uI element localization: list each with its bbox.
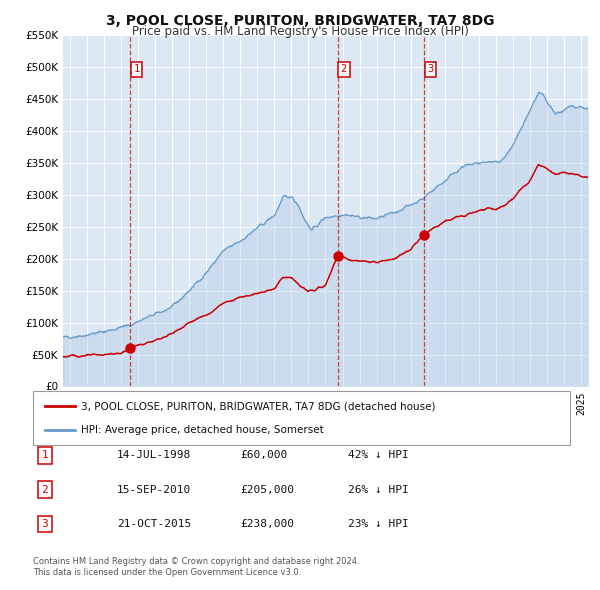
Text: 3: 3 [41,519,49,529]
Text: 1: 1 [133,64,139,74]
Text: 2: 2 [41,485,49,494]
Text: This data is licensed under the Open Government Licence v3.0.: This data is licensed under the Open Gov… [33,568,301,577]
Text: £60,000: £60,000 [240,451,287,460]
Text: 42% ↓ HPI: 42% ↓ HPI [348,451,409,460]
Text: 3, POOL CLOSE, PURITON, BRIDGWATER, TA7 8DG (detached house): 3, POOL CLOSE, PURITON, BRIDGWATER, TA7 … [81,401,436,411]
Text: 3, POOL CLOSE, PURITON, BRIDGWATER, TA7 8DG: 3, POOL CLOSE, PURITON, BRIDGWATER, TA7 … [106,14,494,28]
Text: 23% ↓ HPI: 23% ↓ HPI [348,519,409,529]
Text: 14-JUL-1998: 14-JUL-1998 [117,451,191,460]
Text: £238,000: £238,000 [240,519,294,529]
Text: 1: 1 [41,451,49,460]
Text: 26% ↓ HPI: 26% ↓ HPI [348,485,409,494]
Text: 21-OCT-2015: 21-OCT-2015 [117,519,191,529]
Text: HPI: Average price, detached house, Somerset: HPI: Average price, detached house, Some… [81,425,324,435]
Text: 3: 3 [427,64,434,74]
Text: Price paid vs. HM Land Registry's House Price Index (HPI): Price paid vs. HM Land Registry's House … [131,25,469,38]
Text: 2: 2 [341,64,347,74]
Text: Contains HM Land Registry data © Crown copyright and database right 2024.: Contains HM Land Registry data © Crown c… [33,558,359,566]
Text: 15-SEP-2010: 15-SEP-2010 [117,485,191,494]
Text: £205,000: £205,000 [240,485,294,494]
